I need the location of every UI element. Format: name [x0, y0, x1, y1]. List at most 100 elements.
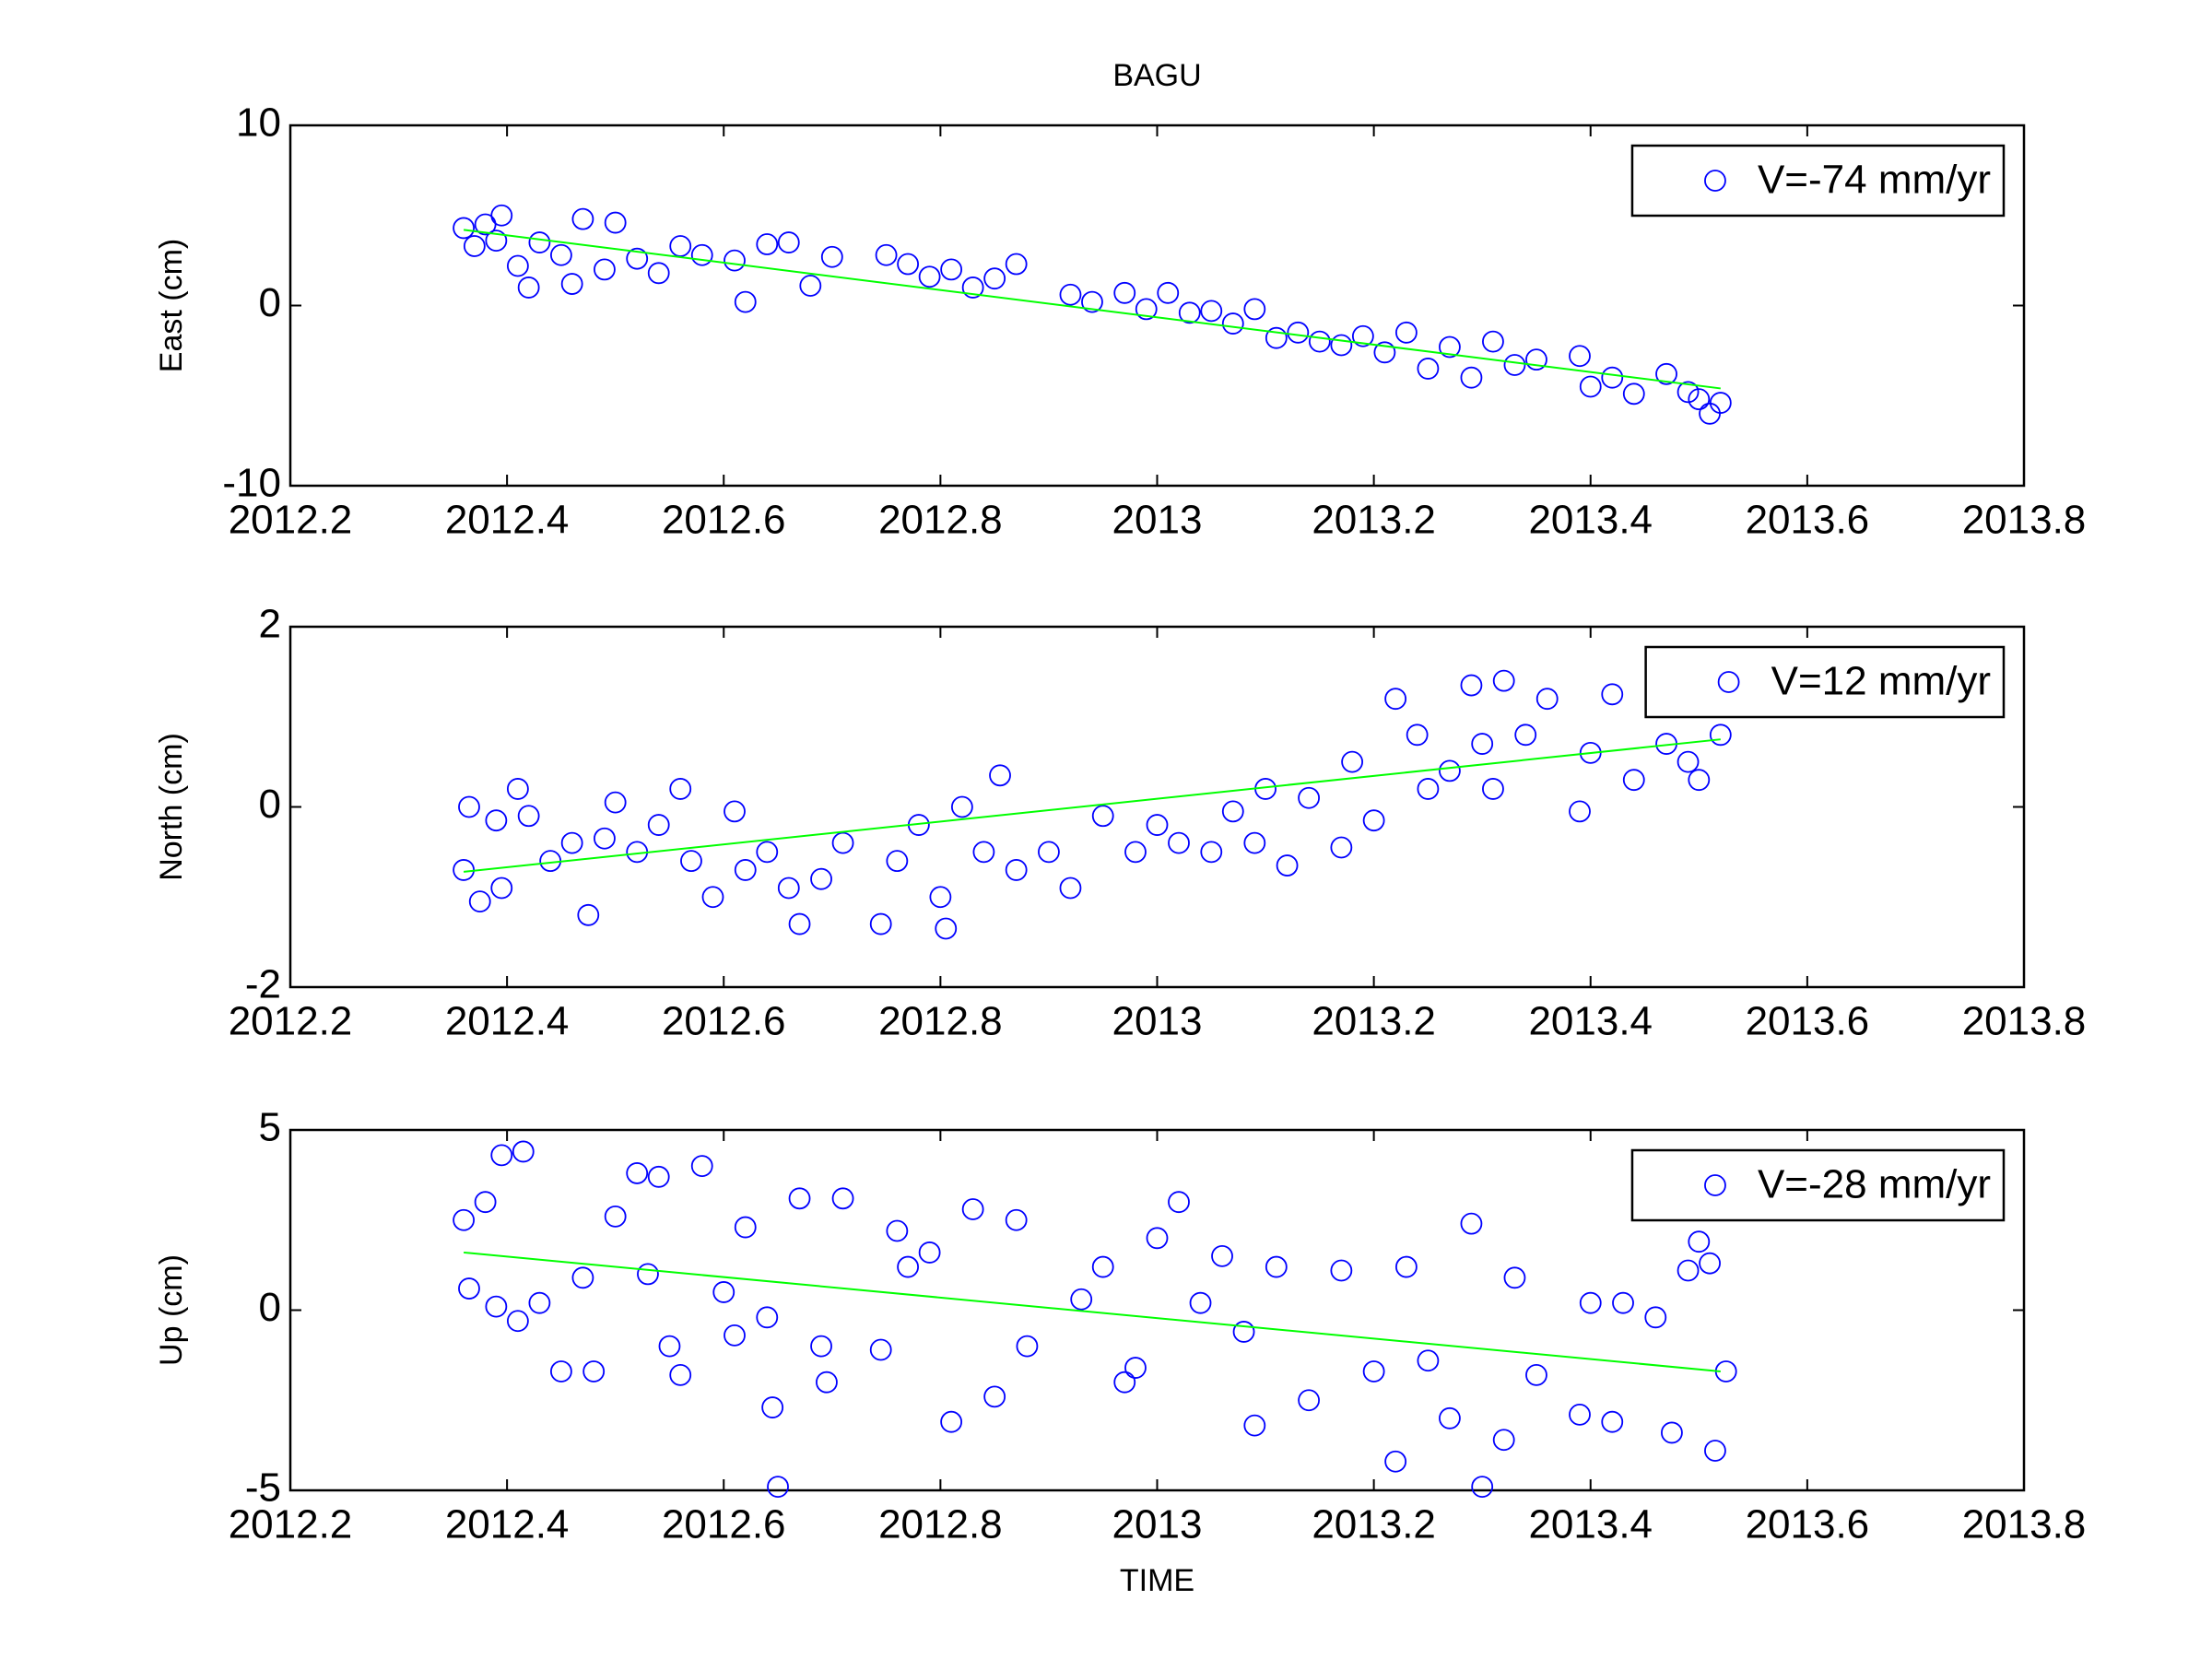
data-point	[1439, 335, 1461, 359]
y-axis-label: East (cm)	[154, 239, 189, 372]
x-tick-label: 2012.4	[445, 999, 570, 1044]
data-point	[983, 267, 1006, 290]
data-point	[1579, 1291, 1602, 1314]
data-point	[1330, 334, 1353, 357]
data-point	[1535, 688, 1559, 711]
data-point	[582, 1360, 606, 1382]
data-point	[512, 1140, 535, 1163]
x-tick-label: 2013.2	[1312, 999, 1436, 1044]
data-point	[961, 276, 984, 299]
legend-marker	[1717, 671, 1740, 693]
data-point	[1168, 1191, 1190, 1214]
data-point	[886, 1219, 909, 1242]
data-point	[1243, 1414, 1266, 1437]
x-tick-label: 2012.8	[878, 1502, 1003, 1547]
legend: V=-74 mm/yr	[1630, 144, 2006, 218]
data-point	[1113, 1371, 1136, 1394]
data-point	[972, 841, 995, 864]
x-tick-label: 2013.8	[1962, 999, 2087, 1044]
data-point	[528, 231, 551, 253]
data-point	[1265, 326, 1288, 349]
x-tick-label: 2013.6	[1746, 498, 1870, 543]
data-point	[669, 1363, 692, 1386]
data-point	[799, 275, 822, 297]
data-point	[1612, 1291, 1634, 1314]
data-point	[940, 1410, 963, 1433]
axes: North (cm)2012.2 2012.4 2012.6 2012.8 2013 20…	[154, 602, 2086, 1044]
data-point	[594, 827, 616, 850]
data-point	[1113, 281, 1136, 304]
data-point	[756, 841, 779, 864]
data-point	[1221, 800, 1244, 823]
data-point	[1492, 669, 1515, 692]
data-point	[669, 235, 692, 257]
data-point	[1362, 809, 1385, 832]
data-point	[1146, 1227, 1169, 1250]
data-point	[453, 217, 476, 240]
data-point	[1298, 1389, 1320, 1412]
x-tick-label: 2013.8	[1962, 498, 2087, 543]
data-point	[1579, 375, 1602, 398]
data-point	[560, 273, 583, 295]
data-point	[1200, 841, 1223, 864]
data-point	[788, 912, 811, 935]
data-point	[626, 247, 649, 270]
data-point	[680, 850, 702, 873]
data-point	[1688, 769, 1711, 792]
data-point	[950, 795, 973, 818]
trend-line	[464, 1251, 1721, 1372]
data-point	[875, 243, 898, 266]
data-point	[1232, 1321, 1255, 1343]
x-tick-label: 2013.2	[1312, 1502, 1436, 1547]
data-point	[458, 1277, 480, 1300]
x-tick-label: 2012.2	[229, 999, 353, 1044]
data-point	[1569, 1403, 1591, 1426]
data-point	[517, 276, 540, 299]
data-point	[869, 1338, 892, 1361]
y-tick-label: 0	[259, 1285, 281, 1330]
data-point	[1221, 312, 1244, 335]
data-point	[669, 778, 692, 800]
legend-box	[1630, 1148, 2006, 1222]
data-point	[810, 1335, 832, 1358]
data-point	[1243, 298, 1266, 321]
data-point	[468, 890, 491, 913]
data-point	[929, 886, 952, 909]
data-point	[1091, 1255, 1114, 1278]
data-point	[453, 1208, 476, 1231]
data-point	[816, 1371, 838, 1394]
data-point	[658, 1335, 681, 1358]
data-point	[1699, 1252, 1721, 1275]
data-point	[1417, 778, 1440, 800]
data-point	[1601, 366, 1624, 389]
data-point	[1503, 1266, 1526, 1289]
data-point	[820, 245, 843, 268]
data-point	[777, 877, 800, 900]
data-point	[1709, 724, 1732, 747]
data-point	[647, 814, 670, 836]
data-point	[831, 1187, 854, 1210]
data-point	[1709, 392, 1732, 414]
data-point	[490, 1144, 513, 1167]
data-point	[604, 1205, 627, 1228]
data-point	[1439, 759, 1461, 782]
x-tick-label: 2013.4	[1528, 498, 1653, 543]
data-point	[869, 912, 892, 935]
chart-title: BAGU	[1112, 58, 1201, 93]
data-point	[1471, 1476, 1494, 1498]
data-point	[1135, 298, 1158, 321]
data-point	[1059, 877, 1082, 900]
data-point	[777, 231, 800, 253]
legend-box	[1644, 645, 2006, 719]
data-point	[1287, 321, 1310, 344]
data-point	[604, 791, 627, 814]
x-tick-label: 2012.6	[662, 999, 786, 1044]
trend-line	[463, 738, 1721, 873]
y-tick-label: 5	[259, 1105, 281, 1150]
data-point	[897, 1255, 920, 1278]
data-point	[761, 1396, 784, 1418]
data-point	[1460, 674, 1483, 697]
data-point	[767, 1476, 789, 1498]
data-point	[961, 1198, 984, 1220]
x-tick-label: 2013.4	[1528, 1502, 1653, 1547]
